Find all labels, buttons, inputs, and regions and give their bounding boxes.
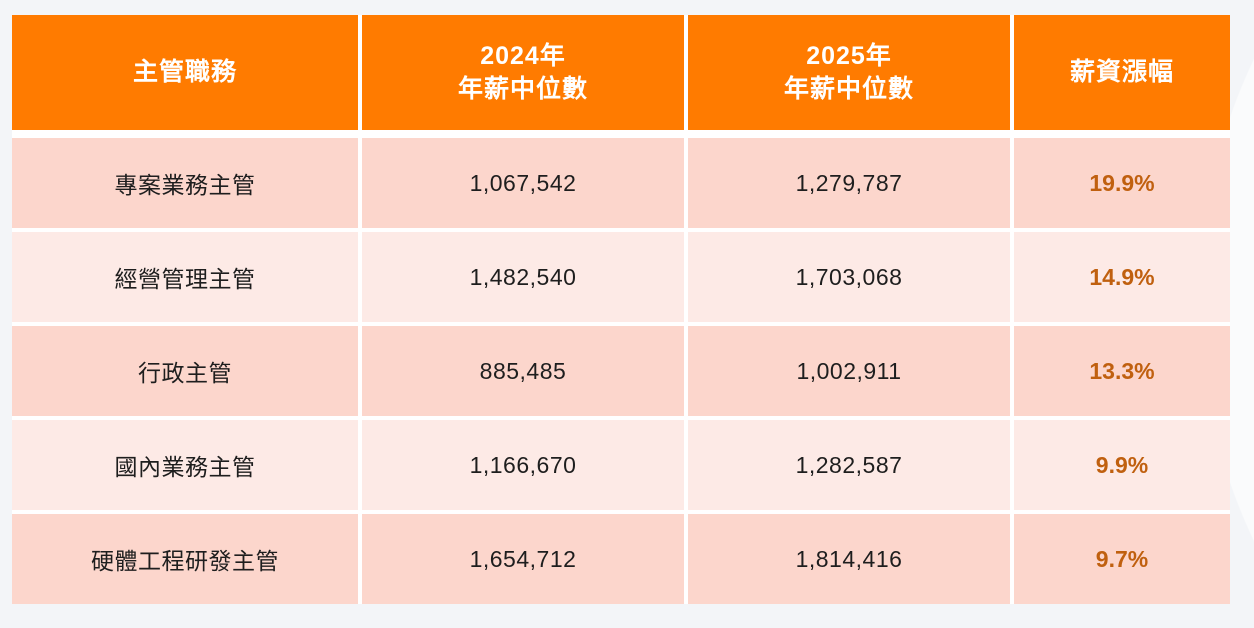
header-2024-median-label: 年薪中位數 [457,74,588,103]
table-cell-median-2025: 1,703,068 [688,232,1010,322]
header-cell-role: 主管職務 [12,15,358,130]
header-cell-2025-median: 2025年 年薪中位數 [688,15,1010,130]
header-2025-year-label: 2025年 [806,41,892,70]
table-cell-median-2025: 1,814,416 [688,514,1010,604]
table-cell-role: 行政主管 [12,326,358,416]
table-header-row: 主管職務 2024年 年薪中位數 2025年 年薪中位數 薪資漲幅 [12,15,1230,130]
table-cell-raise: 13.3% [1014,326,1230,416]
table-cell-role: 國內業務主管 [12,420,358,510]
table-row: 國內業務主管 1,166,670 1,282,587 9.9% [12,420,1230,510]
header-raise-label: 薪資漲幅 [1069,58,1174,86]
header-2025-median-label: 年薪中位數 [783,74,914,103]
header-2024-year-label: 2024年 [480,41,566,70]
table-row: 行政主管 885,485 1,002,911 13.3% [12,326,1230,416]
table-cell-median-2025: 1,002,911 [688,326,1010,416]
table-cell-median-2024: 1,654,712 [362,514,684,604]
table-row: 經營管理主管 1,482,540 1,703,068 14.9% [12,232,1230,322]
table-cell-median-2025: 1,282,587 [688,420,1010,510]
header-cell-2024-median: 2024年 年薪中位數 [362,15,684,130]
table-cell-raise: 19.9% [1014,138,1230,228]
table-cell-raise: 14.9% [1014,232,1230,322]
table-cell-median-2025: 1,279,787 [688,138,1010,228]
table-row: 專案業務主管 1,067,542 1,279,787 19.9% [12,138,1230,228]
table-cell-median-2024: 1,166,670 [362,420,684,510]
table-row: 硬體工程研發主管 1,654,712 1,814,416 9.7% [12,514,1230,604]
table-cell-raise: 9.7% [1014,514,1230,604]
salary-table: 主管職務 2024年 年薪中位數 2025年 年薪中位數 薪資漲幅 專案業務主管… [12,15,1230,604]
table-cell-raise: 9.9% [1014,420,1230,510]
table-cell-median-2024: 1,067,542 [362,138,684,228]
header-cell-raise: 薪資漲幅 [1014,15,1230,130]
table-cell-median-2024: 885,485 [362,326,684,416]
table-cell-role: 硬體工程研發主管 [12,514,358,604]
header-role-label: 主管職務 [132,58,237,86]
table-cell-median-2024: 1,482,540 [362,232,684,322]
table-cell-role: 專案業務主管 [12,138,358,228]
table-cell-role: 經營管理主管 [12,232,358,322]
